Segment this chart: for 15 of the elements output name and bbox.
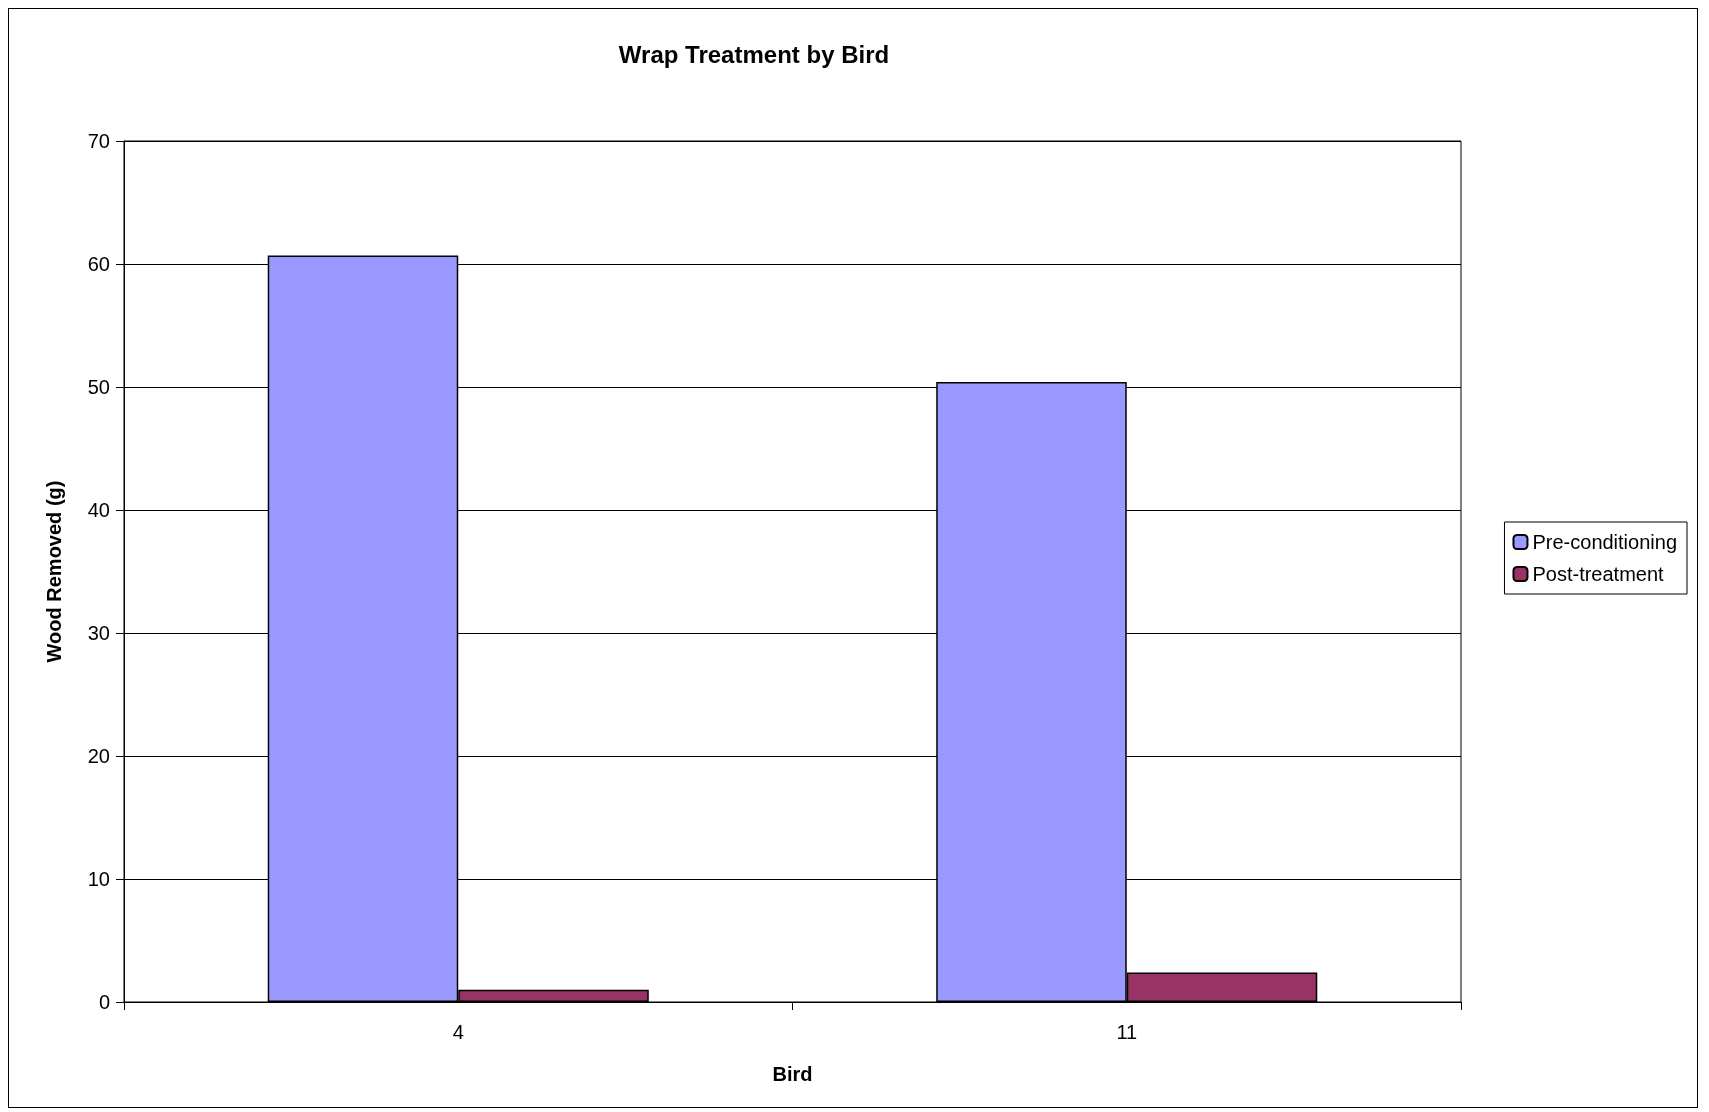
- y-tick-label: 30: [87, 622, 110, 644]
- y-tick-label: 20: [87, 745, 110, 767]
- x-tick-label: 11: [1116, 1021, 1138, 1043]
- x-axis-title: Bird: [772, 1063, 813, 1085]
- y-tick-label: 70: [87, 130, 110, 152]
- x-tick-label: 4: [452, 1021, 464, 1043]
- y-tick-label: 50: [87, 376, 110, 398]
- legend-label: Pre-conditioning: [1532, 531, 1677, 553]
- y-tick-label: 10: [87, 868, 110, 890]
- legend-label: Post-treatment: [1532, 563, 1665, 585]
- y-tick-label: 40: [87, 499, 110, 521]
- y-tick-label: 0: [98, 991, 110, 1013]
- y-axis-title: Wood Removed (g): [43, 480, 65, 663]
- chart-title: Wrap Treatment by Bird: [618, 40, 890, 68]
- y-tick-label: 60: [87, 253, 110, 275]
